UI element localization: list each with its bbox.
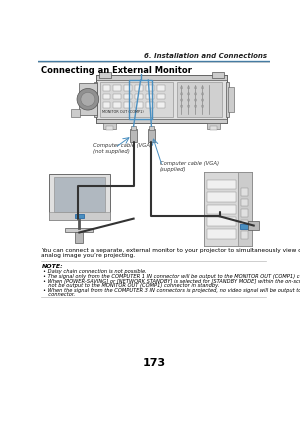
Circle shape [181, 105, 183, 107]
Bar [207, 192, 236, 202]
Bar [241, 220, 248, 228]
Text: Connecting an External Monitor: Connecting an External Monitor [41, 66, 192, 75]
Bar [149, 126, 154, 130]
Text: Computer cable (VGA)
(not supplied): Computer cable (VGA) (not supplied) [93, 143, 152, 154]
Circle shape [194, 87, 197, 89]
Text: • When [POWER-SAVING] or [NETWORK STANDBY] is selected for [STANDBY MODE] within: • When [POWER-SAVING] or [NETWORK STANDB… [43, 279, 300, 284]
Circle shape [81, 92, 95, 106]
Circle shape [194, 105, 197, 107]
Circle shape [188, 93, 190, 95]
Bar [241, 231, 248, 239]
Bar [207, 180, 236, 190]
Bar [238, 173, 252, 246]
Bar [146, 85, 154, 91]
Bar [135, 102, 143, 108]
Text: • Daisy chain connection is not possible.: • Daisy chain connection is not possible… [43, 269, 147, 275]
Circle shape [194, 93, 197, 95]
Text: • The signal only from the COMPUTER 1 IN connector will be output to the MONITOR: • The signal only from the COMPUTER 1 IN… [43, 274, 300, 279]
Circle shape [77, 88, 99, 110]
Bar [130, 129, 137, 142]
Bar [241, 188, 248, 195]
Bar [65, 228, 93, 232]
Bar [240, 224, 248, 229]
Text: analog image you’re projecting.: analog image you’re projecting. [41, 253, 136, 258]
Bar [71, 109, 80, 117]
Bar [54, 177, 105, 212]
Bar [49, 212, 110, 220]
Bar [207, 123, 220, 129]
Circle shape [181, 99, 183, 101]
Text: connector.: connector. [45, 292, 75, 297]
Bar [212, 71, 224, 79]
Bar [146, 94, 154, 99]
Bar [148, 129, 155, 142]
Circle shape [188, 105, 190, 107]
Bar [207, 229, 236, 239]
Circle shape [181, 93, 183, 95]
Bar [207, 217, 236, 226]
Circle shape [188, 87, 190, 89]
Bar [129, 80, 152, 118]
Bar [113, 102, 121, 108]
Bar [96, 75, 227, 123]
Text: You can connect a separate, external monitor to your projector to simultaneously: You can connect a separate, external mon… [41, 248, 300, 253]
Bar [248, 221, 259, 230]
Bar [76, 233, 83, 243]
Bar [94, 82, 97, 117]
Circle shape [181, 87, 183, 89]
Bar [157, 94, 165, 99]
Text: 6. Installation and Connections: 6. Installation and Connections [144, 53, 267, 59]
Circle shape [194, 99, 197, 101]
Bar [96, 118, 227, 123]
Circle shape [201, 87, 204, 89]
Bar [79, 83, 97, 115]
Text: Computer cable (VGA)
(supplied): Computer cable (VGA) (supplied) [160, 161, 219, 172]
Bar [204, 173, 252, 246]
Text: MONITOR OUT (COMP1): MONITOR OUT (COMP1) [102, 110, 144, 114]
Bar [106, 126, 113, 130]
Circle shape [188, 99, 190, 101]
Bar [135, 85, 143, 91]
Circle shape [201, 99, 204, 101]
Bar [177, 82, 222, 117]
Bar [49, 174, 110, 220]
Bar [226, 82, 229, 117]
Bar [157, 85, 165, 91]
Bar [124, 102, 132, 108]
Bar [124, 85, 132, 91]
Bar [135, 94, 143, 99]
Bar [157, 102, 165, 108]
Circle shape [201, 93, 204, 95]
Text: • When the signal from the COMPUTER 3 IN connectors is projected, no video signa: • When the signal from the COMPUTER 3 IN… [43, 288, 300, 293]
Bar [228, 87, 234, 112]
Bar [103, 85, 110, 91]
Bar [99, 71, 111, 79]
Bar [100, 82, 173, 117]
Text: NOTE:: NOTE: [41, 264, 63, 269]
Bar [75, 214, 84, 218]
Bar [131, 126, 136, 130]
Bar [241, 199, 248, 206]
Bar [96, 75, 227, 80]
Bar [207, 205, 236, 214]
Bar [103, 102, 110, 108]
Bar [204, 173, 238, 246]
Bar [210, 126, 217, 130]
Bar [103, 94, 110, 99]
Bar [103, 123, 116, 129]
Bar [241, 209, 248, 217]
Bar [113, 85, 121, 91]
Bar [146, 102, 154, 108]
Text: 173: 173 [142, 358, 165, 368]
Circle shape [201, 105, 204, 107]
Bar [124, 94, 132, 99]
Text: not be output to the MONITOR OUT (COMP1) connector in standby.: not be output to the MONITOR OUT (COMP1)… [45, 283, 220, 288]
Bar [113, 94, 121, 99]
